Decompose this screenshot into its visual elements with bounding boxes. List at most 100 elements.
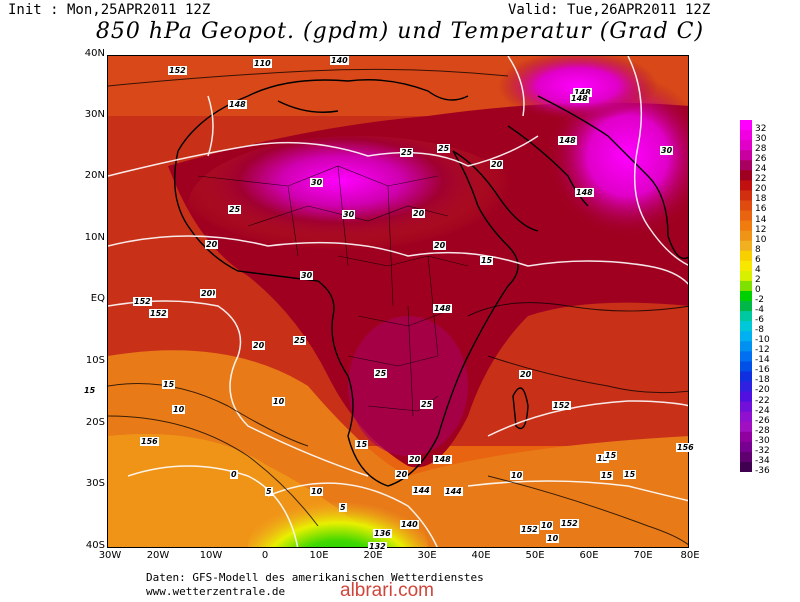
colorbar-swatch (740, 391, 752, 403)
watermark: albrari.com (340, 580, 434, 601)
colorbar-swatch (740, 371, 752, 382)
colorbar-label: -2 (755, 294, 764, 305)
contour-label: 15 (600, 471, 614, 480)
colorbar-swatch (740, 421, 752, 433)
contour-label: 25 (374, 369, 388, 378)
colorbar-label: -4 (755, 305, 764, 316)
colorbar-swatch (740, 431, 752, 443)
colorbar-label: -32 (755, 445, 770, 456)
contour-label: 30 (300, 271, 314, 280)
contour-label: 152 (552, 401, 571, 410)
colorbar-swatch (740, 240, 752, 252)
contour-label: 5 (339, 503, 347, 512)
contour-label: 140 (330, 56, 349, 65)
colorbar-swatch (740, 341, 752, 352)
colorbar-label: -26 (755, 415, 770, 426)
colorbar-label: -14 (755, 355, 770, 366)
colorbar-swatch (740, 461, 752, 473)
lat-label: 10S (85, 355, 105, 366)
contour-label: 156 (140, 437, 159, 446)
contour-label: 15 (596, 454, 610, 463)
contour-label: 148 (575, 188, 594, 197)
lon-label: 20W (146, 550, 170, 561)
temperature-map (107, 55, 689, 548)
colorbar-label: 6 (755, 254, 761, 265)
contour-label: 132 (368, 542, 387, 551)
contour-label: 15 (355, 440, 369, 449)
colorbar-label: -30 (755, 435, 770, 446)
contour-label: 20 (205, 240, 219, 249)
colorbar-label: -8 (755, 325, 764, 336)
contour-label: 25 (437, 144, 451, 153)
colorbar-swatch (740, 220, 752, 232)
contour-label: 148 (573, 88, 592, 97)
contour-label: 30 (310, 178, 324, 187)
colorbar-label: -28 (755, 425, 770, 436)
colorbar-label: -18 (755, 375, 770, 386)
colorbar-label: 4 (755, 264, 761, 275)
contour-label: 15 (162, 380, 176, 389)
colorbar-label: 24 (755, 164, 767, 175)
website-link[interactable]: www.wetterzentrale.de (146, 585, 286, 598)
contour-label: 10 (310, 487, 324, 496)
colorbar-swatch (740, 381, 752, 393)
contour-label: 20 (408, 455, 422, 464)
colorbar-label: 22 (755, 174, 767, 185)
lon-label: 30E (417, 550, 437, 561)
contour-label: 148 (433, 304, 452, 313)
colorbar-label: 0 (755, 284, 761, 295)
colorbar-label: 26 (755, 154, 767, 165)
contour-label: 144 (444, 487, 463, 496)
colorbar-swatch (740, 401, 752, 413)
valid-time-label: Valid: Tue,26APR2011 12Z (508, 2, 711, 18)
contour-label: 152 (560, 519, 579, 528)
contour-label: 15 (623, 470, 637, 479)
colorbar-swatch (740, 250, 752, 262)
contour-label: 25 (293, 336, 307, 345)
colorbar-swatch (740, 120, 752, 131)
contour-label: 20 (395, 470, 409, 479)
colorbar-label: 20 (755, 184, 767, 195)
colorbar-swatch (740, 451, 752, 463)
colorbar-label: 28 (755, 144, 767, 155)
lon-label: 70E (633, 550, 653, 561)
colorbar-label: 8 (755, 244, 761, 255)
map-title: 850 hPa Geopot. (gpdm) und Temperatur (G… (95, 19, 705, 44)
colorbar-swatch (740, 130, 752, 141)
colorbar-swatch (740, 331, 752, 342)
lat-label: 40S (85, 540, 105, 551)
contour-label: 20 (490, 160, 504, 169)
colorbar-swatch (740, 351, 752, 362)
colorbar (740, 120, 752, 473)
contour-label: 156 (676, 443, 695, 452)
colorbar-swatch (740, 180, 752, 191)
colorbar-label: -12 (755, 345, 770, 356)
colorbar-swatch (740, 230, 752, 242)
contour-label: 25 (400, 148, 414, 157)
colorbar-swatch (740, 170, 752, 181)
contour-label: 10 (272, 397, 286, 406)
contour-label: 110 (253, 59, 272, 68)
lon-label: 30W (98, 550, 122, 561)
colorbar-label: -10 (755, 335, 770, 346)
colorbar-swatch (740, 311, 752, 322)
contour-label: 25 (228, 205, 242, 214)
contour-label: 15 (83, 386, 97, 395)
contour-label: 20 (433, 241, 447, 250)
contour-label: 20 (200, 289, 214, 298)
colorbar-swatch (740, 150, 752, 161)
colorbar-swatch (740, 270, 752, 282)
contour-label: 15 (480, 256, 494, 265)
lon-label: 0 (261, 550, 269, 561)
colorbar-swatch (740, 411, 752, 423)
colorbar-label: 16 (755, 204, 767, 215)
lon-label: 10E (309, 550, 329, 561)
contour-label: 10 (540, 521, 554, 530)
lat-label: 30S (85, 478, 105, 489)
colorbar-label: 14 (755, 214, 767, 225)
lon-label: 80E (680, 550, 700, 561)
colorbar-label: 10 (755, 234, 767, 245)
contour-label: 144 (412, 486, 431, 495)
colorbar-swatch (740, 280, 752, 292)
colorbar-label: -20 (755, 385, 770, 396)
